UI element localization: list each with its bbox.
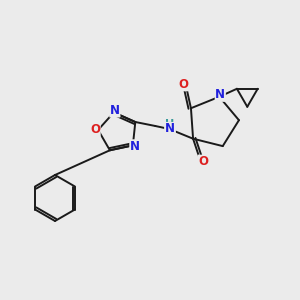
Text: O: O [90,123,100,136]
Text: N: N [130,140,140,153]
Text: O: O [178,78,188,91]
Text: N: N [215,88,225,101]
Text: O: O [198,155,208,168]
Text: H: H [165,119,174,129]
Text: N: N [110,104,120,117]
Text: N: N [165,122,175,136]
